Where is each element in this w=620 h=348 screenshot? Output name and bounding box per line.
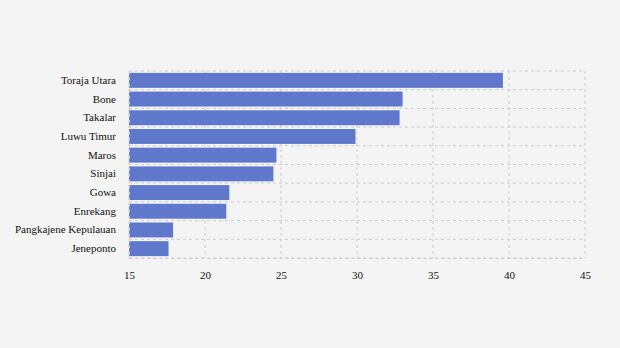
tick: Pangkajene Kepulauan xyxy=(15,223,129,235)
tick: Jeneponto xyxy=(71,242,129,254)
tick: Gowa xyxy=(90,186,129,198)
grid-line xyxy=(129,71,585,72)
grid-line xyxy=(129,89,585,90)
tick-label: 20 xyxy=(200,269,212,281)
chart: 15 20 25 30 35 40 45 Toraja Utara Bone Takalar Luw… xyxy=(0,0,620,348)
grid-line xyxy=(129,239,585,240)
tick-label: 40 xyxy=(504,269,516,281)
tick: 20 xyxy=(200,258,212,281)
tick: 35 xyxy=(428,258,440,281)
tick: Enrekang xyxy=(74,205,129,217)
y-axis: Toraja Utara Bone Takalar Luwu Timur Maros Si… xyxy=(15,72,130,259)
bar xyxy=(129,110,400,125)
axis-line xyxy=(129,72,130,259)
tick: Takalar xyxy=(83,111,129,123)
bar xyxy=(129,241,169,256)
grid-line xyxy=(129,108,585,109)
tick-label: 25 xyxy=(276,269,288,281)
bar xyxy=(129,148,276,163)
grid-line xyxy=(129,220,585,221)
tick: 40 xyxy=(504,258,516,281)
grid-line xyxy=(129,258,585,259)
bar xyxy=(129,73,503,88)
tick-label: Luwu Timur xyxy=(61,130,117,142)
tick-label: 15 xyxy=(124,269,136,281)
tick: 15 xyxy=(124,258,136,281)
bar xyxy=(129,166,273,181)
tick-label: Gowa xyxy=(90,186,116,198)
grid-line xyxy=(129,201,585,202)
tick-label: Sinjai xyxy=(90,167,116,179)
tick-label: 35 xyxy=(428,269,440,281)
tick-label: Takalar xyxy=(83,111,116,123)
tick: 25 xyxy=(276,258,288,281)
tick-label: Pangkajene Kepulauan xyxy=(15,223,117,235)
tick: Sinjai xyxy=(90,167,129,179)
tick: 45 xyxy=(580,258,592,281)
grid-line xyxy=(433,71,434,258)
tick-label: 30 xyxy=(352,269,364,281)
grid-line xyxy=(129,183,585,184)
tick-label: Bone xyxy=(93,93,116,105)
tick: Toraja Utara xyxy=(61,74,129,86)
x-axis: 15 20 25 30 35 40 45 xyxy=(124,258,592,281)
tick-label: Enrekang xyxy=(74,205,117,217)
tick: Bone xyxy=(93,93,129,105)
bar xyxy=(129,185,229,200)
tick-label: 45 xyxy=(580,269,592,281)
bar xyxy=(129,92,403,107)
grid-line xyxy=(129,164,585,165)
tick: Luwu Timur xyxy=(61,130,129,142)
plot: 15 20 25 30 35 40 45 Toraja Utara Bone Takalar Luw… xyxy=(0,71,592,281)
bar xyxy=(129,204,226,219)
bars xyxy=(129,73,503,256)
tick-label: Maros xyxy=(88,149,116,161)
bar xyxy=(129,222,173,237)
axis-line xyxy=(130,258,586,259)
grid-line xyxy=(129,145,585,146)
tick-label: Toraja Utara xyxy=(61,74,116,86)
grid-line xyxy=(129,127,585,128)
bar xyxy=(129,129,355,144)
tick: 30 xyxy=(352,258,364,281)
tick: Maros xyxy=(88,149,129,161)
tick-label: Jeneponto xyxy=(71,242,116,254)
